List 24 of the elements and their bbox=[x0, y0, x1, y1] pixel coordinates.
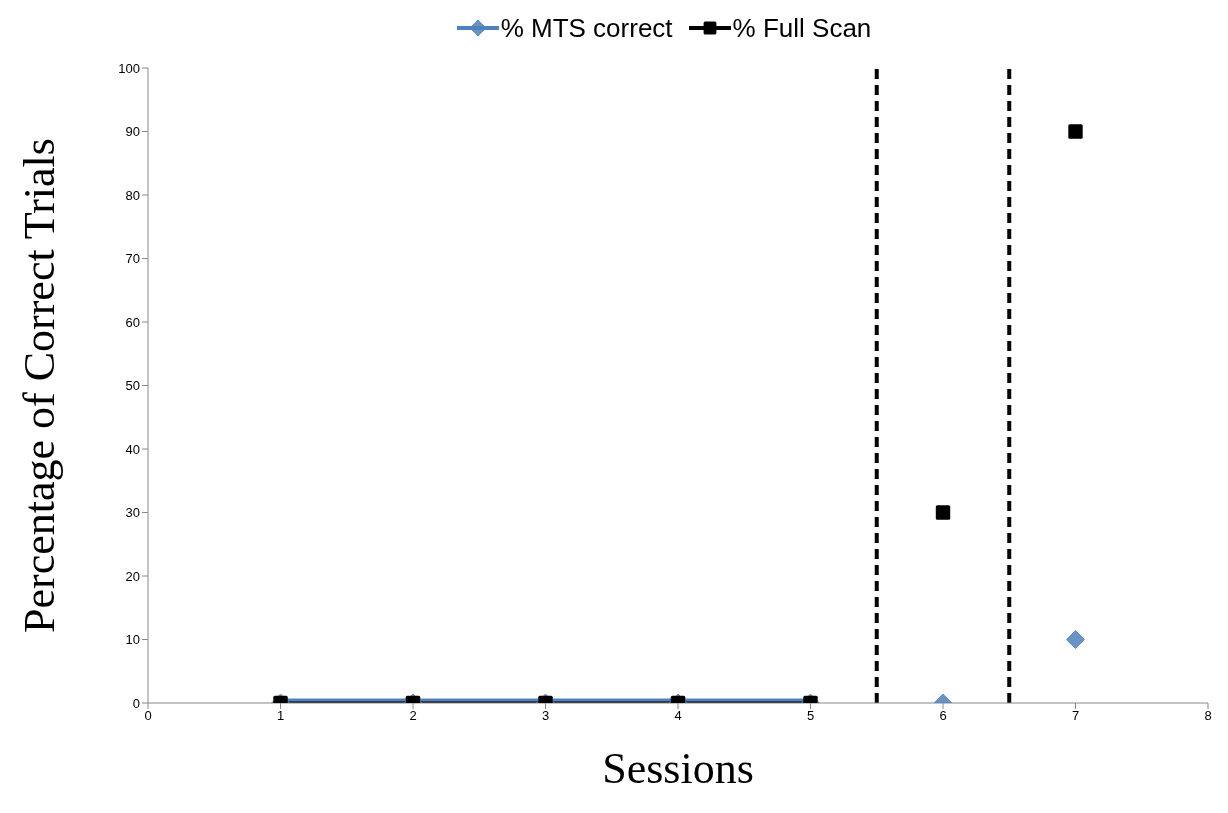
x-tick-label: 3 bbox=[541, 708, 550, 724]
y-tick-label: 40 bbox=[125, 441, 140, 457]
y-tick-label: 20 bbox=[125, 568, 140, 584]
y-tick-label: 50 bbox=[125, 378, 140, 394]
x-tick-label: 2 bbox=[409, 708, 417, 724]
x-axis-title: Sessions bbox=[602, 744, 754, 793]
y-tick-label: 100 bbox=[118, 60, 140, 76]
y-tick-label: 10 bbox=[125, 632, 140, 648]
x-tick-label: 5 bbox=[806, 708, 815, 724]
x-tick-label: 8 bbox=[1204, 708, 1212, 724]
y-tick-label: 60 bbox=[125, 314, 140, 330]
y-tick-label: 80 bbox=[125, 187, 140, 203]
y-tick-label: 30 bbox=[125, 505, 140, 521]
x-tick-label: 1 bbox=[276, 708, 285, 724]
y-tick-label: 90 bbox=[125, 124, 140, 140]
x-tick-label: 7 bbox=[1071, 708, 1080, 724]
y-axis-title: Percentage of Correct Trials bbox=[14, 138, 64, 633]
legend-label: % Full Scan bbox=[732, 12, 872, 44]
x-tick-label: 0 bbox=[144, 708, 152, 724]
y-tick-label: 0 bbox=[132, 695, 140, 711]
legend-label: % MTS correct bbox=[500, 12, 673, 44]
x-tick-label: 4 bbox=[674, 708, 682, 724]
x-tick-label: 6 bbox=[939, 708, 947, 724]
y-tick-label: 70 bbox=[125, 251, 140, 267]
